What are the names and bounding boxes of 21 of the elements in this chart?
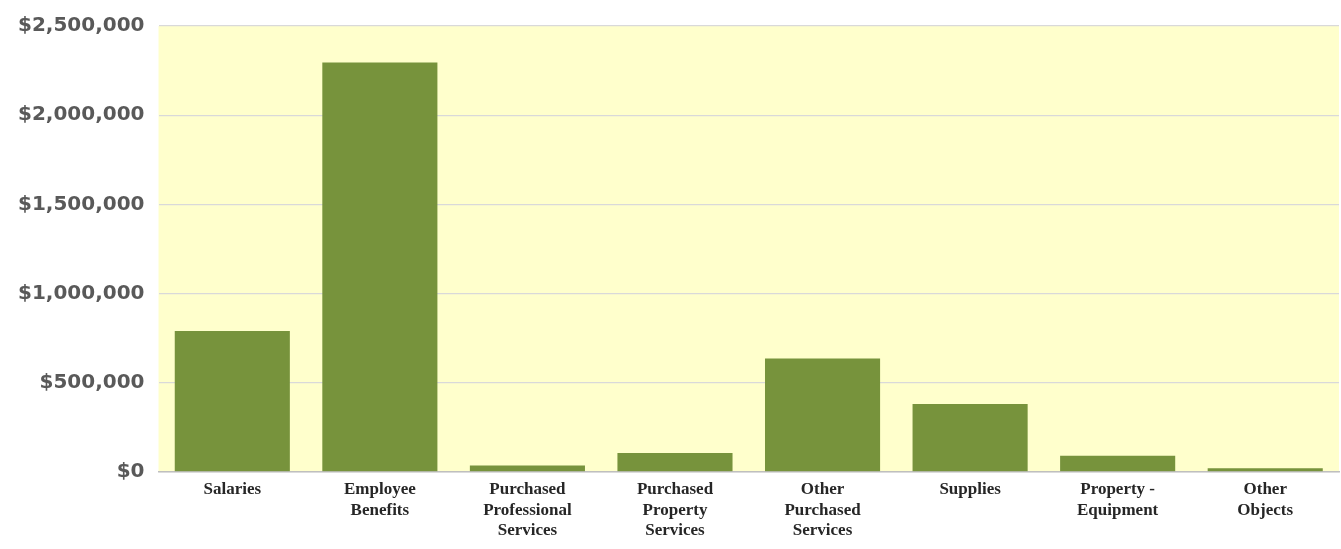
- x-tick-label: Employee Benefits: [343, 479, 417, 519]
- bar: [764, 358, 881, 472]
- y-tick-label: $2,000,000: [17, 101, 145, 126]
- x-tick-label: Salaries: [203, 479, 262, 499]
- y-tick-label: $500,000: [39, 368, 145, 393]
- bar: [1207, 468, 1323, 472]
- bar: [1060, 455, 1176, 472]
- x-tick-label: Other Objects: [1237, 479, 1294, 519]
- bar: [617, 453, 733, 472]
- bar: [912, 404, 1028, 472]
- x-tick-label: Other Purchased Services: [784, 479, 862, 540]
- x-tick-label: Property - Equipment: [1077, 479, 1159, 519]
- y-tick-label: $0: [116, 458, 145, 482]
- x-tick-label: Supplies: [939, 479, 1002, 499]
- y-tick-label: $1,500,000: [17, 190, 145, 215]
- bar: [322, 62, 438, 472]
- x-tick-label: Purchased Professional Services: [483, 479, 572, 540]
- x-tick-label: Purchased Property Services: [636, 479, 714, 540]
- y-tick-label: $2,500,000: [17, 12, 145, 37]
- y-tick-label: $1,000,000: [17, 279, 145, 304]
- bar: [174, 330, 290, 472]
